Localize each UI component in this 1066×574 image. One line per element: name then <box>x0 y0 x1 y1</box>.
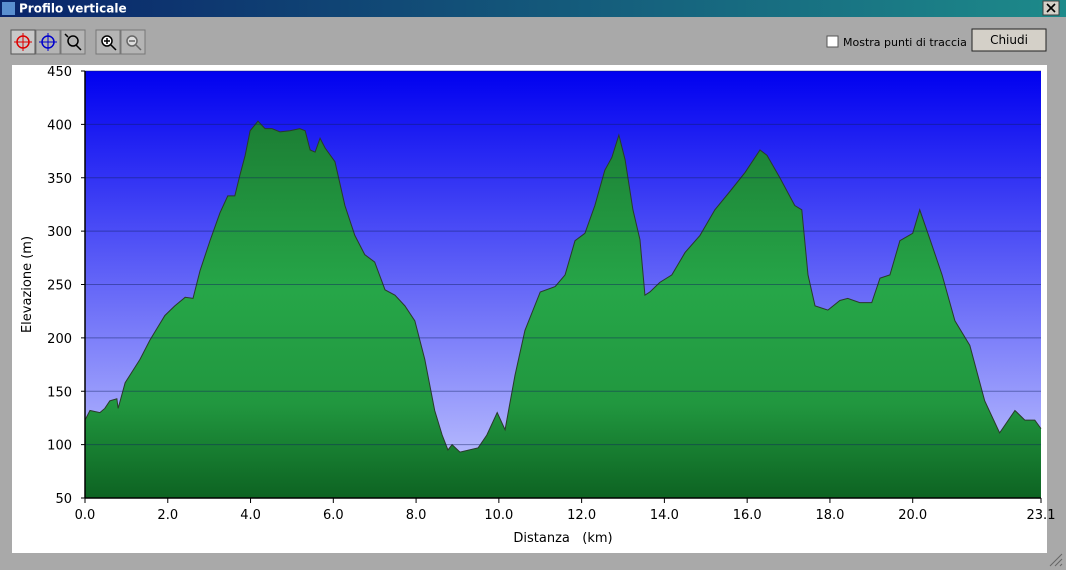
app-icon <box>2 2 15 15</box>
tool-red-cross[interactable] <box>10 29 36 55</box>
x-axis-label: Distanza (km) <box>513 531 612 546</box>
y-tick-label: 450 <box>47 65 72 80</box>
chart: 50 100 150 200 250 300 350 400 450 0.0 2.0 4.0 6.0 8.… <box>20 65 1055 546</box>
tool-blue-cross[interactable] <box>35 29 61 55</box>
y-tick-label: 250 <box>47 279 72 294</box>
y-tick-label: 150 <box>47 385 72 400</box>
button-label: Chiudi <box>990 33 1028 47</box>
close-dialog-button[interactable]: Chiudi <box>971 28 1047 52</box>
x-tick-label: 20.0 <box>898 508 927 523</box>
x-tick-label: 10.0 <box>484 508 513 523</box>
title-bar <box>0 0 1066 17</box>
x-tick-label: 12.0 <box>567 508 596 523</box>
tool-zoom-out[interactable] <box>120 29 146 55</box>
checkbox-label: Mostra punti di traccia <box>843 36 967 49</box>
y-axis-label: Elevazione (m) <box>20 236 35 333</box>
resize-grip <box>1049 553 1063 567</box>
x-tick-label: 8.0 <box>406 508 427 523</box>
y-tick-label: 50 <box>55 492 72 507</box>
close-button[interactable] <box>1042 0 1060 16</box>
x-tick-label: 23.1 <box>1027 508 1056 523</box>
x-tick-label: 0.0 <box>75 508 96 523</box>
checkbox[interactable] <box>826 35 839 48</box>
x-tick-label: 18.0 <box>815 508 844 523</box>
window-title: Profilo verticale <box>19 2 127 16</box>
x-tick-label: 16.0 <box>733 508 762 523</box>
y-tick-label: 100 <box>47 439 72 454</box>
y-tick-label: 300 <box>47 225 72 240</box>
x-tick-label: 2.0 <box>157 508 178 523</box>
y-tick-label: 400 <box>47 118 72 133</box>
area-outline <box>84 120 1042 453</box>
y-tick-label: 200 <box>47 332 72 347</box>
tool-zoom-in[interactable] <box>95 29 121 55</box>
y-tick-label: 350 <box>47 172 72 187</box>
x-tick-label: 14.0 <box>650 508 679 523</box>
tool-zoom-region[interactable] <box>60 29 86 55</box>
x-tick-label: 4.0 <box>240 508 261 523</box>
x-tick-label: 6.0 <box>323 508 344 523</box>
toolbar <box>10 29 146 55</box>
